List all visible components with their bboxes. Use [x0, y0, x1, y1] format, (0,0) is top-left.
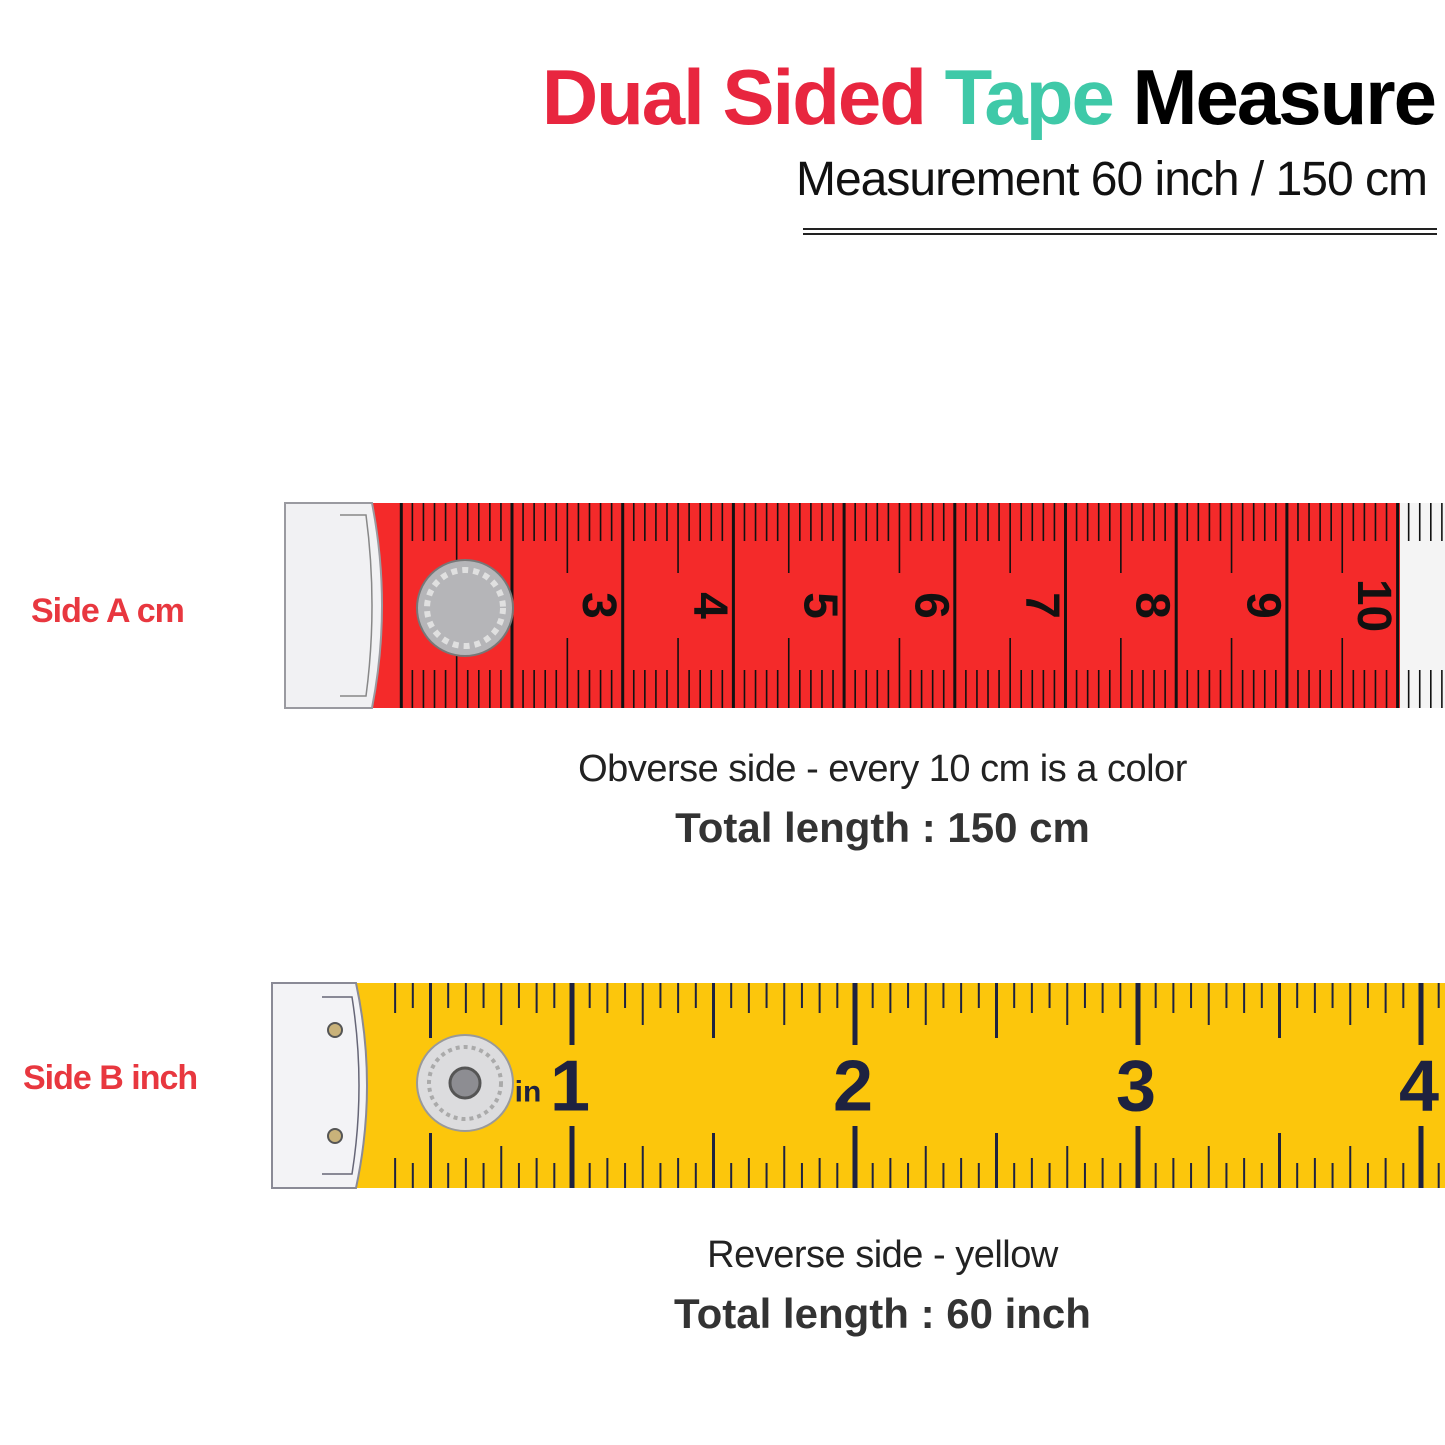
- side-b-label: Side B inch: [23, 1059, 198, 1097]
- inch-number: 2: [833, 1047, 873, 1127]
- metal-tip-edge: [322, 996, 360, 1175]
- tape-body: [360, 503, 1400, 708]
- metal-tip-edge: [340, 514, 373, 697]
- rivet-texture: [424, 567, 506, 649]
- rivet-center: [448, 1066, 482, 1100]
- title-part: Dual Sided: [541, 53, 945, 141]
- cm-number: 6: [904, 592, 957, 619]
- inch-number: 1: [550, 1047, 590, 1127]
- inch-number: 4: [1399, 1047, 1439, 1127]
- metal-tip: [284, 502, 383, 709]
- page-title: Dual Sided Tape Measure: [541, 52, 1437, 143]
- title-part: Tape: [944, 53, 1133, 141]
- side-a-label: Side A cm: [31, 592, 185, 630]
- cm-number: 7: [1015, 592, 1068, 619]
- side-b-total: Total length : 60 inch: [674, 1290, 1091, 1337]
- title-part: Measure: [1132, 53, 1437, 141]
- divider: [803, 233, 1437, 235]
- side-b-caption: Reverse side - yellow: [707, 1234, 1058, 1276]
- page-subtitle: Measurement 60 inch / 150 cm: [796, 153, 1428, 206]
- side-a-tape: 3 4 5 6 7 8 9 10: [284, 502, 1445, 709]
- inch-number: 3: [1116, 1047, 1156, 1127]
- unit-label: in: [515, 1076, 542, 1109]
- cm-number: 4: [683, 592, 736, 619]
- cm-number: 3: [572, 592, 625, 619]
- cm-number: 9: [1236, 592, 1289, 619]
- divider: [803, 228, 1437, 230]
- rivet-texture: [427, 1045, 503, 1121]
- side-a-caption: Obverse side - every 10 cm is a color: [578, 748, 1187, 790]
- metal-tip: [271, 982, 368, 1189]
- cm-number: 10: [1347, 579, 1400, 632]
- cm-number: 8: [1126, 592, 1179, 619]
- side-a-total: Total length : 150 cm: [675, 804, 1090, 851]
- rivet-icon: [416, 559, 514, 657]
- tip-hole-icon: [327, 1022, 343, 1038]
- tip-hole-icon: [327, 1128, 343, 1144]
- cm-number: 5: [794, 592, 847, 619]
- tape-next-section: [1400, 503, 1445, 708]
- side-b-tape: 1 2 3 4 in: [271, 982, 1445, 1189]
- tape-body: [345, 983, 1445, 1188]
